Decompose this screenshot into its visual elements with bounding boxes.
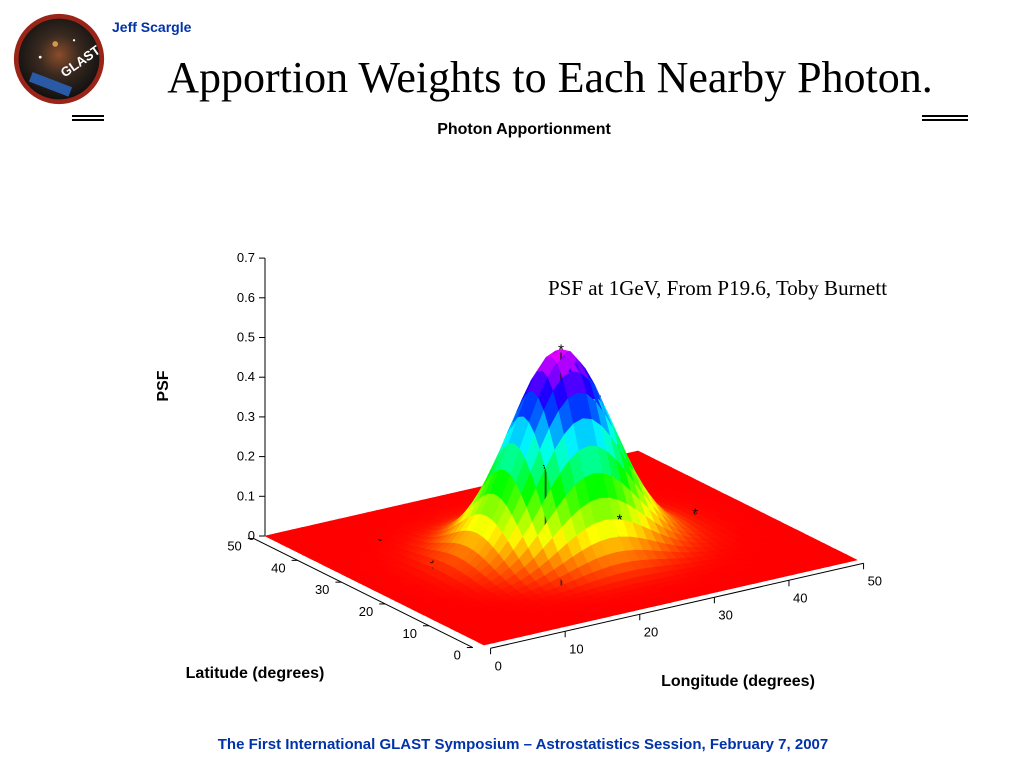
x-axis-label: Longitude (degrees) bbox=[661, 673, 815, 690]
z-tick-label: 0.5 bbox=[237, 330, 255, 345]
z-tick-label: 0.2 bbox=[237, 449, 255, 464]
x-tick-label: 30 bbox=[718, 607, 732, 622]
y-tick-label: 20 bbox=[359, 604, 373, 619]
psf-annotation: PSF at 1GeV, From P19.6, Toby Burnett bbox=[548, 276, 888, 300]
y-tick-label: 40 bbox=[271, 560, 285, 575]
x-tick-label: 10 bbox=[569, 641, 583, 656]
glast-logo-icon: GLAST bbox=[13, 13, 105, 105]
title-rule-left bbox=[72, 115, 104, 121]
z-tick-label: 0.7 bbox=[237, 250, 255, 265]
x-tick-label: 50 bbox=[868, 573, 882, 588]
y-tick-label: 0 bbox=[454, 648, 461, 663]
slide-title: Apportion Weights to Each Nearby Photon. bbox=[167, 53, 933, 102]
z-axis-label: PSF bbox=[155, 370, 172, 401]
x-tick-label: 0 bbox=[495, 658, 502, 673]
footer-text: The First International GLAST Symposium … bbox=[217, 736, 829, 753]
z-tick-label: 0.1 bbox=[237, 488, 255, 503]
plot-title: Photon Apportionment bbox=[437, 121, 611, 138]
y-tick-label: 30 bbox=[315, 582, 329, 597]
y-axis-label: Latitude (degrees) bbox=[186, 665, 325, 682]
z-tick-label: 0.3 bbox=[237, 409, 255, 424]
z-tick-label: 0 bbox=[248, 528, 255, 543]
surface-patch bbox=[841, 556, 858, 563]
y-tick-label: 50 bbox=[227, 539, 241, 554]
z-tick-label: 0.6 bbox=[237, 290, 255, 305]
x-axis-line bbox=[490, 562, 864, 649]
y-axis-line bbox=[253, 538, 474, 648]
photon-marker: * bbox=[692, 505, 698, 522]
x-tick-label: 20 bbox=[644, 624, 658, 639]
title-rule-right bbox=[922, 115, 968, 121]
y-tick-label: 10 bbox=[403, 626, 417, 641]
author-name: Jeff Scargle bbox=[112, 19, 192, 35]
x-tick-label: 40 bbox=[793, 590, 807, 605]
z-tick-label: 0.4 bbox=[237, 369, 255, 384]
